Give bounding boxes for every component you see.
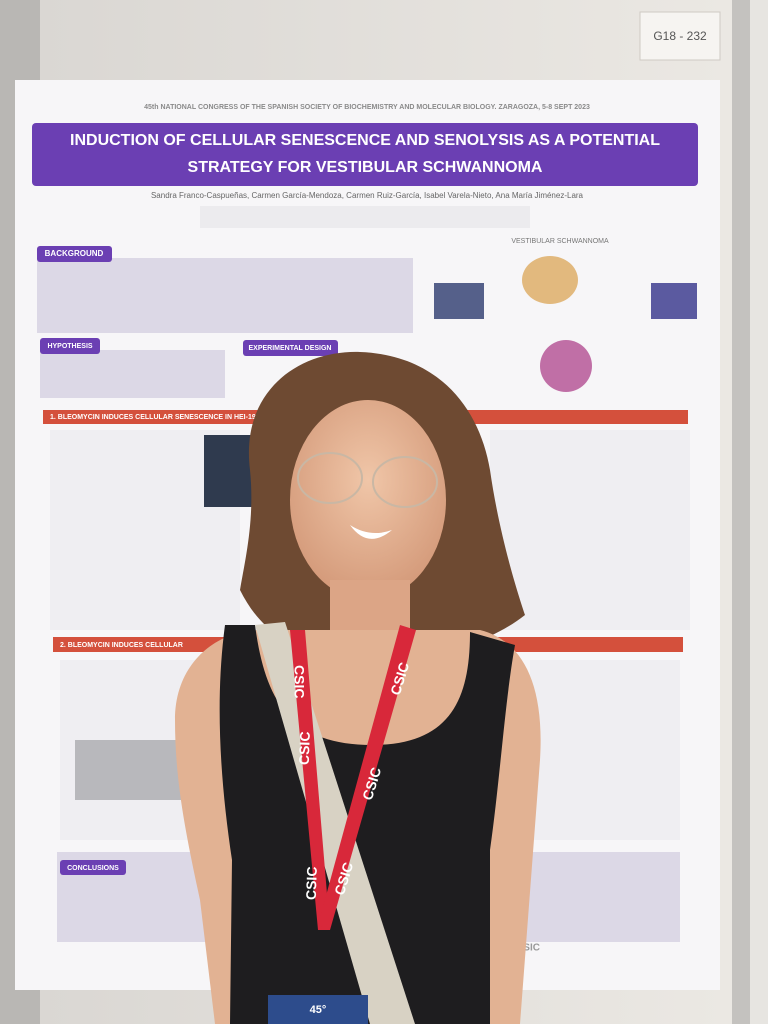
section-label-text: EXPERIMENTAL DESIGN [249,345,332,352]
glasses [372,456,438,508]
face [290,400,446,600]
section-bar-text: 1. BLEOMYCIN INDUCES CELLULAR SENESCENCE… [50,414,285,421]
section-label [37,246,112,262]
poster-title: STRATEGY FOR VESTIBULAR SCHWANNOMA [188,159,543,176]
figure [651,283,697,319]
section-label [60,860,126,875]
section-label [243,340,338,356]
badge [268,995,368,1024]
logo: CSIC [516,943,540,954]
lanyard [290,630,330,930]
affiliations [200,206,530,228]
section-label-text: BACKGROUND [45,249,104,258]
section-label-text: HYPOTHESIS [47,343,92,350]
text-box [40,350,225,398]
lanyard-text: CSIC [303,866,320,900]
figure [540,340,592,392]
lanyard [318,625,416,930]
poster-header: 45th NATIONAL CONGRESS OF THE SPANISH SO… [144,104,590,111]
text-box [37,258,413,333]
poster-authors: Sandra Franco-Caspueñas, Carmen García-M… [151,191,584,200]
badge-text: 45° [310,1004,327,1016]
panel [490,430,690,630]
bag-strap [255,622,415,1024]
lanyard-text: CSIC [296,731,313,765]
booth-tag [639,11,721,61]
smile [350,525,392,539]
figure-label: VESTIBULAR SCHWANNOMA [511,238,609,245]
booth-tag-text: G18 - 232 [653,29,707,43]
glasses [297,452,363,504]
next-board [750,0,768,1024]
neck [330,580,410,640]
section-label-text: CONCLUSIONS [67,865,119,872]
poster-title: INDUCTION OF CELLULAR SENESCENCE AND SEN… [70,132,660,149]
pole [732,0,750,1024]
section-label [40,338,100,354]
panel [530,660,680,840]
title-bar [32,123,698,186]
figure [522,256,578,304]
section-bar-text: 2. BLEOMYCIN INDUCES CELLULAR [60,642,183,649]
figure [434,283,484,319]
blot [75,740,185,800]
lanyard-text: CSIC [291,665,307,698]
